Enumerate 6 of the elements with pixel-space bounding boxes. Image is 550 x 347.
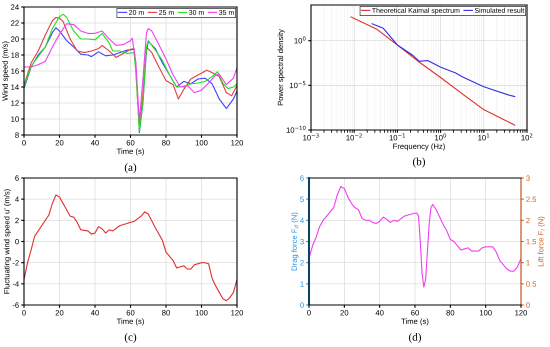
line-series	[24, 194, 237, 302]
text: (b)	[413, 158, 425, 168]
text: (d)	[409, 332, 421, 344]
text: (c)	[124, 332, 136, 344]
text: (a)	[124, 163, 136, 174]
line-series	[309, 186, 521, 288]
